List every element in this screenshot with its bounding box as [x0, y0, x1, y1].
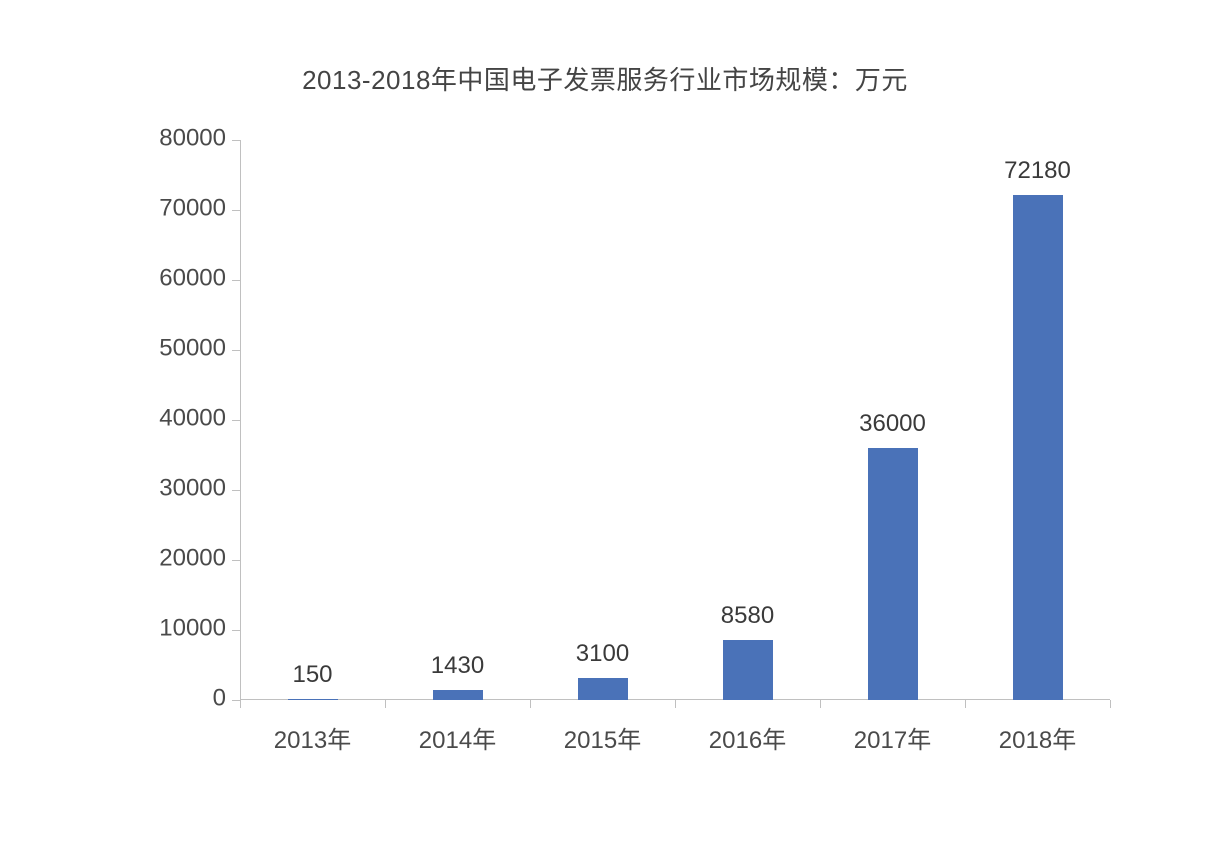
bar-chart: 2013-2018年中国电子发票服务行业市场规模：万元 010000200003…: [0, 0, 1210, 854]
y-tick-label: 0: [213, 685, 226, 713]
bar: [433, 690, 483, 700]
x-tick-label: 2018年: [999, 720, 1076, 755]
y-tick-label: 20000: [159, 545, 226, 573]
bar-value-label: 150: [292, 661, 332, 689]
x-tick: [675, 700, 676, 708]
plot-area: 0100002000030000400005000060000700008000…: [240, 140, 1110, 700]
y-tick-label: 60000: [159, 265, 226, 293]
bar-value-label: 36000: [859, 410, 926, 438]
bar-value-label: 8580: [721, 602, 774, 630]
y-tick: [232, 700, 240, 701]
bar-value-label: 72180: [1004, 157, 1071, 185]
x-tick-label: 2013年: [274, 720, 351, 755]
chart-title: 2013-2018年中国电子发票服务行业市场规模：万元: [0, 60, 1210, 97]
x-tick-label: 2014年: [419, 720, 496, 755]
y-tick: [232, 420, 240, 421]
x-tick: [385, 700, 386, 708]
x-tick: [1110, 700, 1111, 708]
x-tick: [530, 700, 531, 708]
bar-value-label: 1430: [431, 652, 484, 680]
bar: [868, 448, 918, 700]
y-tick-label: 40000: [159, 405, 226, 433]
y-tick-label: 70000: [159, 195, 226, 223]
bar: [1013, 195, 1063, 700]
x-tick-label: 2016年: [709, 720, 786, 755]
bar: [578, 678, 628, 700]
y-tick-label: 30000: [159, 475, 226, 503]
x-tick: [240, 700, 241, 708]
y-tick: [232, 630, 240, 631]
y-tick: [232, 280, 240, 281]
y-tick-label: 10000: [159, 615, 226, 643]
y-tick: [232, 350, 240, 351]
y-tick-label: 80000: [159, 125, 226, 153]
x-tick: [965, 700, 966, 708]
x-tick-label: 2017年: [854, 720, 931, 755]
bar: [288, 699, 338, 700]
bar-value-label: 3100: [576, 640, 629, 668]
bar: [723, 640, 773, 700]
x-tick-label: 2015年: [564, 720, 641, 755]
x-tick: [820, 700, 821, 708]
y-tick: [232, 560, 240, 561]
y-tick-label: 50000: [159, 335, 226, 363]
y-tick: [232, 140, 240, 141]
y-tick: [232, 210, 240, 211]
y-axis: [240, 140, 241, 700]
y-tick: [232, 490, 240, 491]
